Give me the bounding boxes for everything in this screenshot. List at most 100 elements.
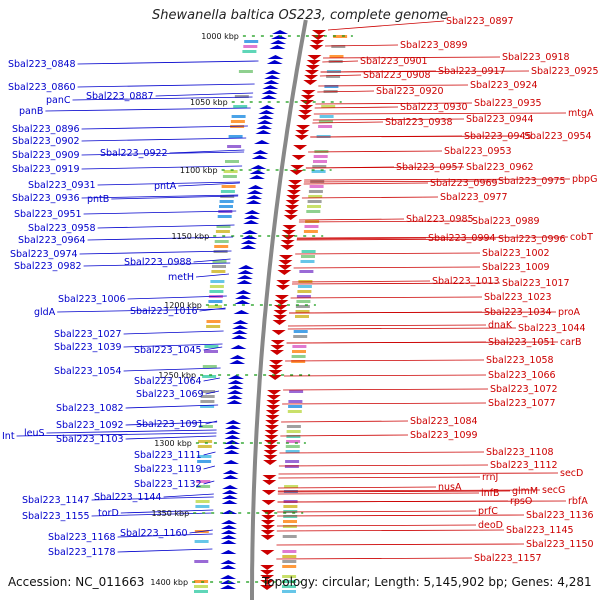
forward-gene-arrow — [243, 215, 260, 219]
feature-bar-right — [308, 195, 323, 198]
right-label-connector — [281, 420, 409, 423]
forward-gene-arrow — [238, 265, 254, 269]
reverse-gene-arrow — [260, 570, 275, 575]
kbp-ticks — [192, 35, 353, 583]
right-gene-label: Sbal223_1112 — [490, 460, 558, 471]
reverse-gene-arrow — [267, 390, 282, 395]
left-gene-label: Sbal223_1132 — [134, 479, 202, 490]
right-label-connector — [308, 150, 443, 153]
reverse-gene-arrow — [270, 340, 285, 345]
feature-bar-right — [283, 505, 298, 508]
feature-bar-left — [195, 500, 210, 503]
feature-bar-right — [283, 490, 298, 493]
feature-bar-left — [200, 400, 215, 403]
left-gene-label: Sbal223_0982 — [14, 261, 82, 272]
reverse-gene-arrow — [299, 105, 314, 110]
feature-bar-left — [231, 115, 246, 118]
reverse-gene-arrow — [273, 315, 287, 320]
kbp-label-1000: 1000 kbp — [201, 32, 239, 41]
right-gene-label: Sbal223_0977 — [440, 192, 508, 203]
right-label-connector — [301, 196, 439, 199]
left-gene-label: Sbal223_0909 — [12, 150, 80, 161]
kbp-label-1100: 1100 kbp — [180, 166, 218, 175]
feature-bar-right — [329, 55, 344, 58]
forward-gene-arrow — [241, 230, 258, 234]
left-label-connector — [91, 496, 214, 501]
left-gene-label: pntA — [154, 181, 177, 192]
right-label-connector — [296, 237, 427, 240]
feature-bar-left — [216, 225, 231, 228]
feature-bar-left — [209, 285, 224, 288]
right-label-connector — [276, 524, 477, 527]
forward-gene-arrow — [257, 115, 274, 119]
kbp-label-1400: 1400 kbp — [150, 578, 188, 587]
feature-bar-right — [331, 45, 346, 48]
left-label-connector — [77, 83, 255, 88]
left-label-connector — [83, 262, 231, 267]
left-gene-label: Sbal223_1039 — [54, 342, 122, 353]
right-label-connector — [291, 282, 501, 285]
reverse-gene-arrow — [306, 60, 321, 65]
feature-bar-left — [201, 390, 216, 393]
forward-gene-arrow — [264, 70, 281, 74]
right-label-connector — [292, 280, 431, 283]
forward-gene-arrow — [227, 380, 244, 384]
forward-gene-arrow — [223, 450, 240, 454]
right-gene-label: prfC — [478, 506, 498, 517]
feature-bar-left — [228, 135, 243, 138]
feature-bar-right — [324, 85, 339, 88]
feature-bar-left — [243, 45, 258, 48]
left-label-connector — [81, 165, 243, 170]
forward-gene-arrow — [220, 585, 236, 589]
right-gene-label: Sbal223_1157 — [474, 553, 542, 564]
feature-bar-left — [214, 240, 229, 243]
right-label-connector — [305, 166, 465, 169]
left-label-connector — [195, 273, 230, 278]
forward-gene-arrow — [252, 150, 269, 154]
feature-bar-right — [292, 345, 307, 348]
reverse-gene-arrow — [300, 95, 315, 100]
right-label-connector — [296, 238, 497, 241]
left-gene-label: gldA — [34, 307, 56, 318]
feature-bar-right — [283, 510, 298, 513]
left-gene-label: pntB — [87, 194, 109, 205]
feature-bar-right — [314, 150, 329, 153]
reverse-gene-arrow — [276, 280, 291, 285]
forward-gene-arrow — [220, 540, 237, 544]
feature-bar-right — [283, 515, 298, 518]
left-gene-label: Sbal223_1016 — [130, 306, 198, 317]
right-label-connector — [277, 492, 480, 495]
forward-gene-arrow — [266, 60, 283, 64]
feature-bar-left — [217, 215, 232, 218]
forward-gene-arrow — [231, 335, 248, 339]
left-label-connector — [91, 512, 214, 517]
left-label-connector — [193, 258, 231, 263]
feature-bar-left — [233, 105, 248, 108]
left-gene-label: Sbal223_1103 — [56, 434, 124, 445]
left-gene-label: Sbal223_1064 — [134, 376, 202, 387]
left-gene-label: Sbal223_0958 — [28, 223, 96, 234]
feature-bar-right — [296, 295, 311, 298]
reverse-gene-arrow — [288, 180, 303, 185]
forward-gene-arrow — [236, 275, 253, 279]
left-gene-label: Sbal223_1147 — [22, 495, 90, 506]
feature-bar-right — [295, 315, 309, 318]
forward-gene-arrow — [232, 325, 249, 329]
right-label-connector — [322, 60, 359, 63]
reverse-gene-arrow — [263, 460, 278, 465]
right-gene-label: Sbal223_1084 — [410, 416, 478, 427]
feature-bar-right — [287, 410, 302, 413]
forward-gene-arrow — [235, 290, 252, 294]
forward-gene-arrow — [250, 165, 267, 169]
left-gene-label: Sbal223_1178 — [48, 547, 116, 558]
right-label-connector — [276, 543, 525, 546]
feature-bar-left — [197, 460, 212, 463]
right-gene-label: nusA — [438, 482, 462, 493]
left-label-connector — [123, 367, 221, 372]
reverse-gene-arrow — [268, 370, 283, 375]
right-label-connector — [296, 236, 569, 239]
reverse-gene-arrow — [310, 40, 325, 45]
feature-bar-right — [307, 205, 321, 208]
left-gene-label: Sbal223_0887 — [86, 91, 154, 102]
feature-bar-left — [195, 505, 210, 508]
